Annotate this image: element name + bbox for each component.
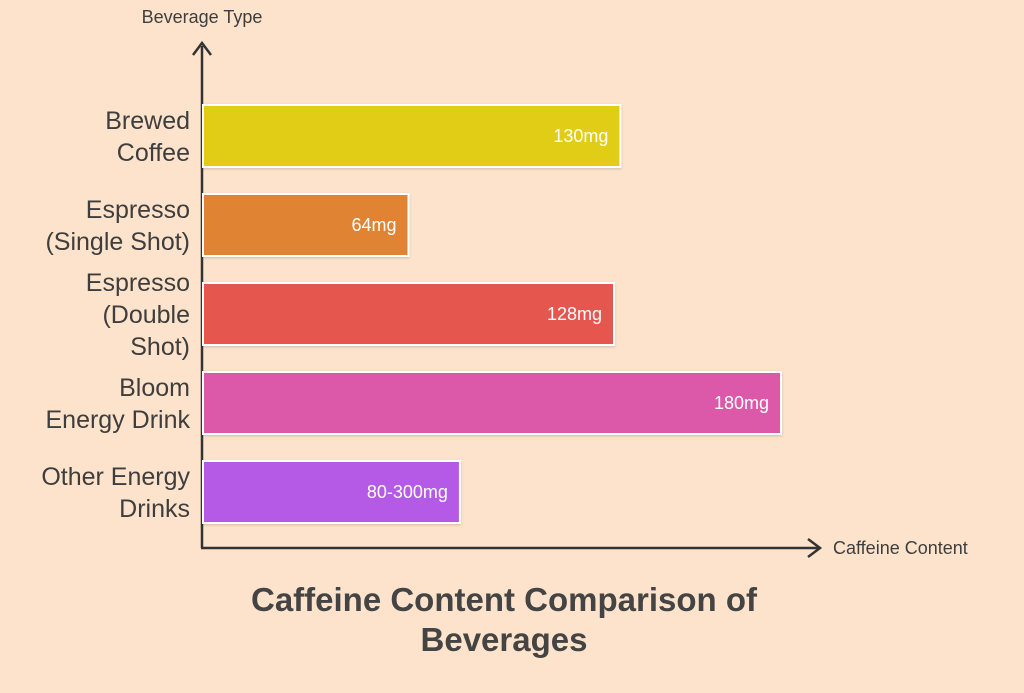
y-axis-arrow [192, 40, 212, 56]
category-label-3: Espresso (Double Shot) [86, 269, 190, 361]
category-label-4: Bloom Energy Drink [46, 374, 191, 434]
y-axis-title: Beverage Type [142, 7, 263, 27]
x-axis-title: Caffeine Content [833, 538, 968, 558]
category-label-2: Espresso (Single Shot) [45, 196, 190, 256]
category-labels-group: Brewed Coffee Espresso (Single Shot) Espress… [41, 107, 190, 523]
bar-value-label-2: 64mg [351, 215, 396, 235]
bar-1 [202, 104, 622, 168]
bar-3 [202, 282, 616, 346]
bars-group: 130mg 64mg 128mg 180mg 80-300mg [202, 104, 782, 524]
x-axis-arrow [807, 538, 823, 558]
bar-5 [202, 460, 461, 524]
bar-value-label-5: 80-300mg [367, 482, 448, 502]
category-label-1: Brewed Coffee [105, 107, 190, 167]
bar-value-label-3: 128mg [547, 304, 602, 324]
bar-value-label-1: 130mg [553, 126, 608, 146]
chart-title: Caffeine Content Comparison of Beverages [250, 581, 757, 658]
category-label-5: Other Energy Drinks [41, 463, 190, 523]
bar-4 [202, 371, 782, 435]
bar-value-label-4: 180mg [714, 393, 769, 413]
bar-2 [202, 193, 410, 257]
